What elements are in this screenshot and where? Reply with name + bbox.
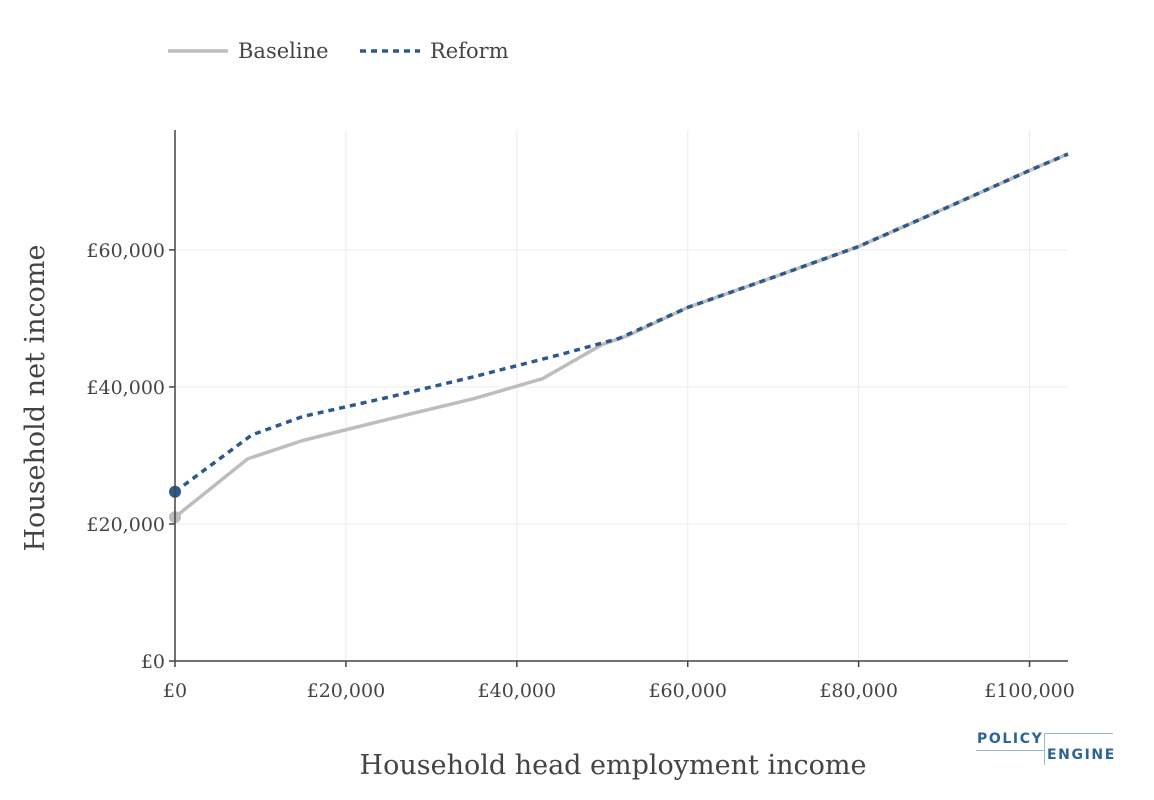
logo-text-engine: ENGINE bbox=[1047, 747, 1116, 763]
x-tick-label: £60,000 bbox=[648, 680, 727, 702]
logo-rule bbox=[1044, 733, 1045, 765]
legend-label-baseline: Baseline bbox=[238, 39, 329, 63]
x-tick-label: £40,000 bbox=[478, 680, 557, 702]
y-tick-label: £60,000 bbox=[86, 240, 165, 262]
logo-rule bbox=[976, 750, 1044, 751]
y-tick-label: £20,000 bbox=[86, 514, 165, 536]
x-tick-label: £20,000 bbox=[307, 680, 386, 702]
x-tick-label: £0 bbox=[163, 680, 187, 702]
legend-label-reform: Reform bbox=[430, 39, 509, 63]
series-line-reform[interactable] bbox=[173, 152, 1069, 494]
y-tick-label: £0 bbox=[141, 651, 165, 673]
gridlines bbox=[175, 130, 1068, 661]
series-line-baseline[interactable] bbox=[173, 152, 1069, 519]
series-layer bbox=[169, 152, 1069, 524]
x-tick-label: £80,000 bbox=[819, 680, 898, 702]
logo-text-policy: POLICY bbox=[977, 731, 1044, 747]
x-tick-label: £100,000 bbox=[984, 680, 1075, 702]
policyengine-logo[interactable]: POLICY ENGINE bbox=[976, 731, 1116, 767]
legend[interactable]: Baseline Reform bbox=[168, 39, 509, 63]
axes: £0 £20,000 £40,000 £60,000 £80,000 £100,000 £0… bbox=[86, 130, 1075, 702]
x-axis-title: Household head employment income bbox=[360, 750, 867, 781]
y-axis-title: Household net income bbox=[20, 245, 51, 552]
logo-rule bbox=[1044, 733, 1113, 734]
y-tick-label: £40,000 bbox=[86, 377, 165, 399]
